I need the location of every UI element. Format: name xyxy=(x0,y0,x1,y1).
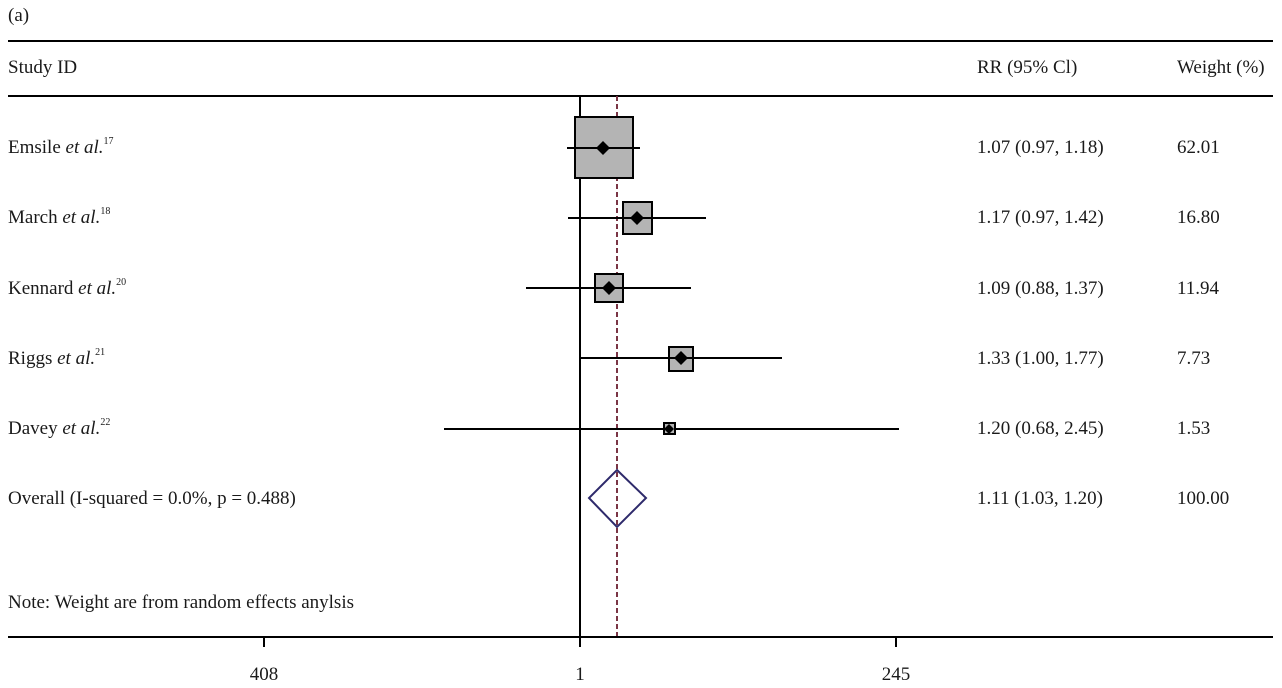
x-tick-label: 408 xyxy=(249,664,279,685)
study-marker-kennard xyxy=(526,273,691,303)
study-label: Emsile et al.17 xyxy=(8,136,114,159)
study-marker-riggs xyxy=(580,346,782,372)
study-weight: 7.73 xyxy=(1177,348,1211,369)
study-marker-march xyxy=(568,201,706,235)
study-marker-davey xyxy=(444,422,899,435)
x-tick-label: 1 xyxy=(575,664,585,685)
study-marker-emsile xyxy=(567,116,640,179)
study-rr-ci: 1.07 (0.97, 1.18) xyxy=(977,137,1104,158)
study-rr-ci: 1.17 (0.97, 1.42) xyxy=(977,207,1104,228)
study-rr-ci: 1.20 (0.68, 2.45) xyxy=(977,418,1104,439)
study-rr-ci: 1.09 (0.88, 1.37) xyxy=(977,278,1104,299)
top-rule xyxy=(8,40,1273,42)
footnote: Note: Weight are from random effects any… xyxy=(8,592,354,613)
header-weight: Weight (%) xyxy=(1177,57,1265,78)
overall-label: Overall (I-squared = 0.0%, p = 0.488) xyxy=(8,488,296,509)
x-tick-label: 245 xyxy=(881,664,911,685)
panel-label: (a) xyxy=(8,5,30,26)
study-weight: 1.53 xyxy=(1177,418,1211,439)
overall-weight: 100.00 xyxy=(1177,488,1230,509)
study-weight: 16.80 xyxy=(1177,207,1220,228)
overall-diamond xyxy=(587,468,648,529)
study-label: Davey et al.22 xyxy=(8,417,111,440)
study-label: Riggs et al.21 xyxy=(8,347,106,370)
header-study-id: Study ID xyxy=(8,57,78,78)
header-rule xyxy=(8,95,1273,97)
study-rr-ci: 1.33 (1.00, 1.77) xyxy=(977,348,1104,369)
header-rr-ci: RR (95% Cl) xyxy=(977,57,1078,78)
study-weight: 62.01 xyxy=(1177,137,1220,158)
study-weight: 11.94 xyxy=(1177,278,1220,299)
overall-rr-ci: 1.11 (1.03, 1.20) xyxy=(977,488,1103,509)
study-label: March et al.18 xyxy=(8,206,111,229)
study-label: Kennard et al.20 xyxy=(8,277,127,300)
